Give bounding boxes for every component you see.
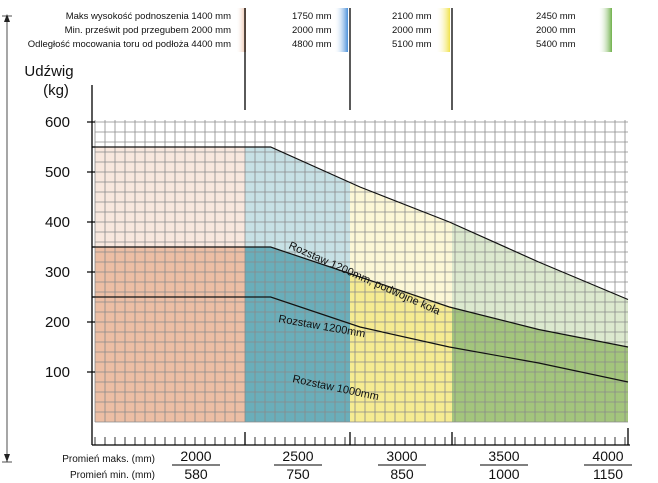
- radius-min-value: 1000: [488, 466, 519, 482]
- radius-max-value: 3500: [488, 448, 519, 464]
- curve-line-1: [92, 296, 629, 383]
- header-color-bar-4: [598, 8, 612, 52]
- header-col2-line3: 4800 mm: [292, 39, 332, 50]
- chart-grid: [94, 120, 628, 423]
- radius-min-value: 850: [390, 466, 414, 482]
- chart-axes: [2, 8, 630, 463]
- dimension-arrow-up-icon: [4, 14, 10, 22]
- footer-max-label: Promień maks. (mm): [62, 454, 155, 465]
- radius-max-value: 4000: [592, 448, 623, 464]
- radius-values: 2000 580 2500 750 3000 850 3500 1000 4000 1150: [172, 448, 632, 482]
- header-color-bar-1: [236, 8, 246, 52]
- header-col3: 2100 mm 2000 mm 5100 mm: [392, 11, 432, 50]
- header-color-bar-3: [436, 8, 450, 52]
- y-tick-label: 200: [45, 314, 70, 331]
- footer-min-label: Promień min. (mm): [70, 470, 155, 481]
- header-col4-line3: 5400 mm: [536, 39, 576, 50]
- y-tick-label: 100: [45, 364, 70, 381]
- dimension-arrow-down-icon: [4, 454, 10, 462]
- header-col2: 1750 mm 2000 mm 4800 mm: [292, 11, 332, 50]
- y-tick-label: 600: [45, 114, 70, 131]
- radius-min-value: 580: [184, 466, 208, 482]
- zone-dark-fill-1: [95, 247, 245, 422]
- header-col3-line1: 2100 mm: [392, 11, 432, 22]
- header-col3-line3: 5100 mm: [392, 39, 432, 50]
- header-col1-line3: Odległość mocowania toru od podłoża 4400…: [28, 39, 231, 50]
- header-col1: Maks wysokość podnoszenia 1400 mm Min. p…: [28, 11, 231, 50]
- header-col4-line1: 2450 mm: [536, 11, 576, 22]
- zone-dark-fill-2: [245, 247, 350, 422]
- y-axis-label-line1: Udźwig: [24, 63, 73, 80]
- header-col4: 2450 mm 2000 mm 5400 mm: [536, 11, 576, 50]
- header-col4-line2: 2000 mm: [536, 25, 576, 36]
- header-col2-line1: 1750 mm: [292, 11, 332, 22]
- radius-min-value: 1150: [593, 466, 623, 482]
- zone-dark-fill-4: [452, 307, 628, 422]
- header-col1-line2: Min. prześwit pod przegubem 2000 mm: [65, 25, 231, 36]
- curve-line-3: [92, 146, 629, 301]
- header-col3-line2: 2000 mm: [392, 25, 432, 36]
- y-tick-label: 500: [45, 164, 70, 181]
- y-tick-labels: 100 200 300 400 500 600: [45, 114, 95, 381]
- header-color-bar-2: [334, 8, 348, 52]
- y-axis-label-line2: (kg): [43, 82, 69, 99]
- y-tick-label: 300: [45, 264, 70, 281]
- radius-max-value: 2500: [282, 448, 313, 464]
- radius-max-value: 3000: [386, 448, 417, 464]
- y-tick-label: 400: [45, 214, 70, 231]
- radius-min-value: 750: [286, 466, 310, 482]
- header-col2-line2: 2000 mm: [292, 25, 332, 36]
- capacity-curves: [92, 146, 629, 383]
- curve-line-2: [92, 246, 629, 348]
- zone-dark-fill-3: [350, 273, 452, 422]
- header-col1-line1: Maks wysokość podnoszenia 1400 mm: [66, 11, 231, 22]
- radius-max-value: 2000: [180, 448, 211, 464]
